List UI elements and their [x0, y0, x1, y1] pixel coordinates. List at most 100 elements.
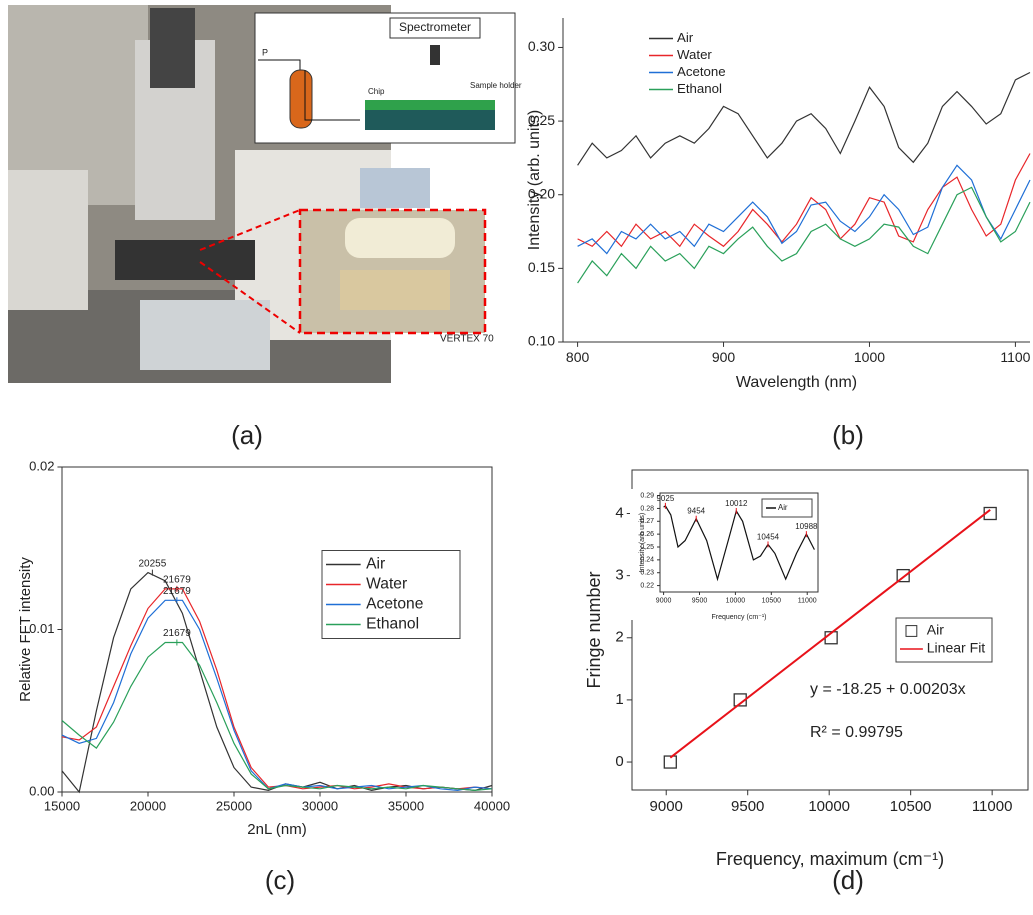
- y-tick-label: 0.26: [640, 531, 654, 538]
- chart: 800 900 1000 1100 0.10 0.15 0.20 0.25 0.30 Wavele…: [526, 18, 1031, 391]
- annotation-label: 9454: [687, 507, 705, 516]
- x-tick-label: 11000: [972, 798, 1013, 815]
- x-tick-label: 9500: [692, 597, 708, 604]
- chip-holder-photo: [340, 270, 450, 310]
- chip-label: Chip: [368, 87, 385, 96]
- legend-label: Acetone: [677, 64, 726, 79]
- chart: 15000 20000 25000 30000 35000 40000 0.00 0.01 0.…: [17, 458, 510, 838]
- plot-frame: [659, 492, 819, 593]
- fit-r-squared: R² = 0.99795: [810, 724, 903, 741]
- y-tick-label: 0.22: [640, 582, 654, 589]
- legend-label: Ethanol: [677, 81, 722, 96]
- y-tick-label: 4: [615, 504, 623, 521]
- annotation-label: 21679: [163, 628, 191, 639]
- holder: [365, 110, 495, 130]
- x-tick-label: 11000: [798, 597, 817, 604]
- panel-label: (b): [832, 420, 864, 450]
- annotation-label: 10988: [795, 522, 818, 531]
- annotation-label: 21679: [163, 586, 191, 597]
- x-axis-label: Frequency, maximum (cm⁻¹): [716, 849, 944, 869]
- panel-label: (d): [832, 865, 864, 895]
- instrument-top: [360, 168, 430, 208]
- x-tick-label: 40000: [474, 798, 510, 813]
- x-tick-label: 30000: [302, 798, 338, 813]
- microscope-stage: [115, 240, 255, 280]
- zoom-lines: [199, 209, 301, 334]
- x-tick-label: 900: [712, 349, 736, 365]
- y-tick-label: 2: [615, 629, 623, 646]
- legend-swatch: [905, 625, 918, 637]
- legend-label: Linear Fit: [927, 640, 986, 656]
- spectrometer-box: [389, 17, 481, 39]
- y-tick-label: 0.24: [640, 557, 654, 564]
- plot-frame: [631, 469, 1029, 791]
- y-tick-label: 0.00: [29, 783, 54, 798]
- y-axis-label: Intensity (arb. units): [526, 110, 543, 251]
- legend-label: Water: [366, 576, 407, 593]
- y-tick-label: 1: [615, 691, 623, 708]
- chart: 9000 9500 10000 10500 11000 0 1 2 3 4 Frequency, m…: [584, 469, 1029, 869]
- y-tick-label: 0.15: [528, 259, 555, 275]
- y-tick-label: 0.20: [528, 185, 555, 201]
- y-tick-label: 0.30: [528, 38, 555, 54]
- y-tick-label: 3: [615, 567, 623, 584]
- annotation-label: 10454: [757, 532, 780, 541]
- objective: [345, 218, 455, 258]
- series-line: [669, 509, 991, 759]
- chip: [365, 100, 495, 110]
- y-tick-label: 0.10: [528, 333, 555, 349]
- outlet-tube: [304, 70, 360, 121]
- x-tick-label: 15000: [44, 798, 80, 813]
- y-tick-label: 0.28: [640, 505, 654, 512]
- y-axis-label: Fringe number: [584, 571, 604, 688]
- panel-label: (a): [231, 420, 263, 450]
- y-axis-label: Intensity (arb units): [639, 513, 646, 573]
- x-tick-label: 9500: [731, 798, 764, 815]
- annotation-label: 21679: [163, 575, 191, 586]
- schematic-title: Spectrometer: [399, 20, 471, 34]
- y-tick-label: 0.23: [640, 570, 654, 577]
- legend-label: Water: [677, 47, 712, 62]
- legend-label: Acetone: [366, 596, 423, 613]
- legend-label: Air: [366, 556, 385, 573]
- x-axis-label: Frequency (cm⁻¹): [711, 614, 766, 621]
- x-tick-label: 9000: [656, 597, 672, 604]
- x-tick-label: 35000: [388, 798, 424, 813]
- holder-label: Sample holder: [470, 81, 522, 90]
- series-line: [577, 164, 1031, 255]
- legend-label: Air: [927, 622, 944, 638]
- x-tick-label: 1000: [854, 349, 885, 365]
- x-axis-label: Wavelength (nm): [736, 374, 857, 391]
- data-point: [896, 568, 910, 583]
- control-panel: [140, 300, 270, 370]
- y-tick-label: 0.29: [640, 492, 654, 499]
- x-tick-label: 25000: [216, 798, 252, 813]
- data-point: [663, 755, 677, 769]
- x-tick-label: 1100: [1000, 349, 1030, 365]
- series-line: [61, 641, 493, 792]
- instrument-left: [8, 170, 88, 310]
- probe: [430, 45, 440, 65]
- x-tick-label: 20000: [130, 798, 166, 813]
- y-tick-label: 0.25: [640, 544, 654, 551]
- annotation-label: 10012: [725, 499, 748, 508]
- x-tick-label: 10500: [762, 597, 782, 604]
- x-tick-label: 10000: [726, 597, 746, 604]
- y-tick-label: 0: [615, 753, 623, 770]
- x-axis-label: 2nL (nm): [247, 821, 306, 838]
- series-line: [577, 153, 1031, 248]
- x-tick-label: 800: [566, 349, 590, 365]
- chart: 9000 9500 10000 10500 11000 0.22 0.23 0.24 0.25 0…: [630, 489, 824, 621]
- legend-label: Air: [778, 503, 788, 512]
- legend-box: [761, 498, 813, 518]
- legend-label: Ethanol: [366, 616, 419, 633]
- x-tick-label: 10000: [808, 798, 850, 815]
- annotation-label: 20255: [138, 558, 166, 569]
- vial: [289, 69, 313, 129]
- x-tick-label: 9000: [650, 798, 683, 815]
- y-axis-label: Relative FFT intensity: [17, 557, 34, 702]
- y-tick-label: 0.01: [29, 621, 54, 636]
- series-line: [577, 186, 1031, 284]
- microscope-head: [150, 8, 195, 88]
